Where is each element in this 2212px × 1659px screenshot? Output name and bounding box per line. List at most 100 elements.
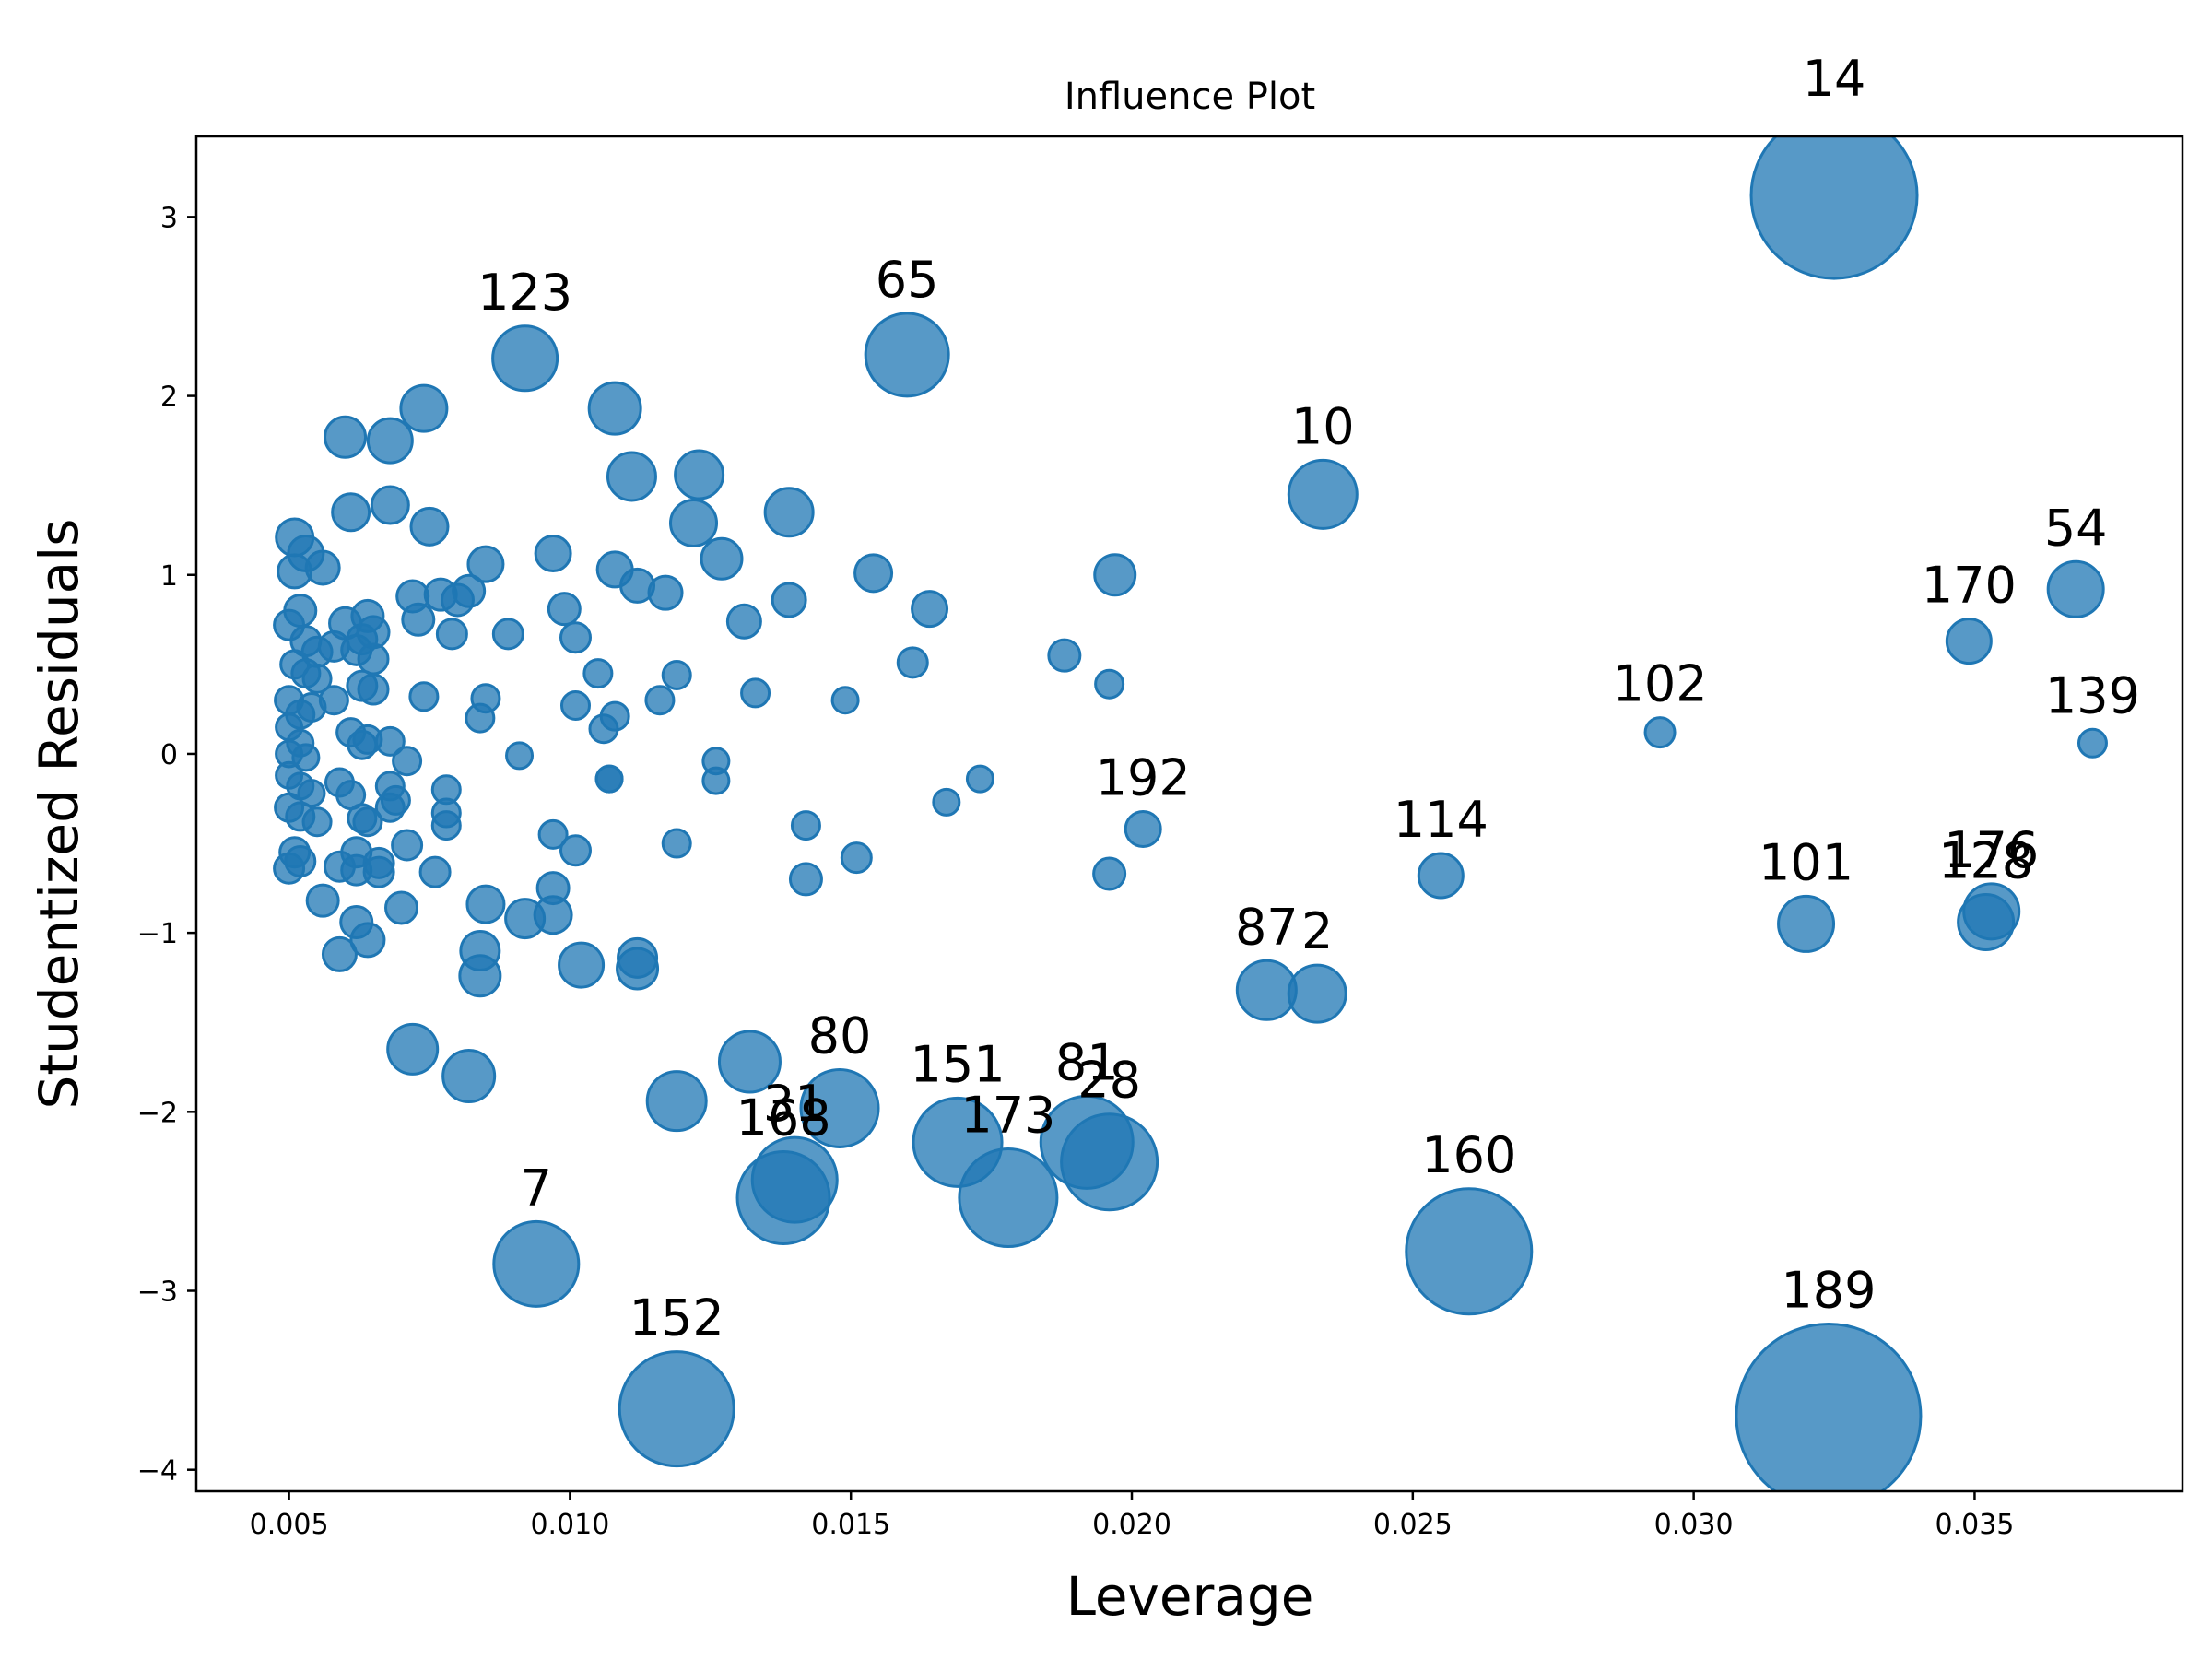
influence-point <box>435 618 468 651</box>
influence-point-87 <box>1235 959 1298 1021</box>
influence-point <box>725 603 762 640</box>
influence-point <box>324 415 368 459</box>
point-label-102: 102 <box>1613 655 1708 713</box>
influence-point <box>645 1070 708 1133</box>
x-axis-label: Leverage <box>1066 1565 1314 1628</box>
point-label-31: 31 <box>763 1075 827 1133</box>
point-label-139: 139 <box>2045 666 2140 724</box>
influence-point-139 <box>2077 727 2108 759</box>
influence-point <box>323 850 356 883</box>
influence-point <box>594 764 624 794</box>
point-label-160: 160 <box>1421 1126 1516 1184</box>
influence-point <box>374 725 406 757</box>
point-label-123: 123 <box>477 264 572 322</box>
influence-point-189 <box>1735 1322 1923 1491</box>
influence-point-192 <box>1124 810 1162 849</box>
x-tick-label: 0.020 <box>1092 1509 1171 1541</box>
influence-point <box>430 810 462 841</box>
point-label-173: 173 <box>960 1087 1055 1145</box>
y-tick-label: 0 <box>160 739 178 771</box>
point-label-152: 152 <box>629 1289 724 1347</box>
influence-point-80 <box>799 1067 880 1148</box>
x-tick-label: 0.005 <box>250 1509 329 1541</box>
influence-point <box>790 810 821 841</box>
influence-point <box>1092 856 1127 891</box>
point-label-128: 128 <box>1938 831 2033 889</box>
influence-point <box>547 592 582 627</box>
point-label-101: 101 <box>1759 833 1853 891</box>
influence-point <box>291 743 321 772</box>
influence-point <box>537 818 569 850</box>
influence-point <box>582 658 614 689</box>
plot-area-frame <box>194 135 2184 1493</box>
influence-point <box>297 779 326 808</box>
point-label-14: 14 <box>1803 50 1866 108</box>
influence-point <box>617 936 659 979</box>
y-tick-label: −1 <box>137 918 178 950</box>
influence-point <box>418 855 452 888</box>
influence-point <box>491 618 524 651</box>
influence-point <box>386 1022 440 1076</box>
x-tick-label: 0.035 <box>1935 1509 2014 1541</box>
x-tick-label: 0.010 <box>530 1509 609 1541</box>
influence-point <box>349 922 386 959</box>
influence-point <box>559 621 592 654</box>
influence-point <box>392 746 423 777</box>
influence-point <box>1047 638 1082 673</box>
influence-point <box>896 646 929 679</box>
influence-point <box>599 700 630 732</box>
influence-point <box>644 685 676 716</box>
influence-point <box>701 766 731 795</box>
influence-point-10 <box>1287 458 1359 530</box>
influence-point <box>558 941 606 989</box>
influence-point <box>465 884 506 924</box>
influence-point <box>408 681 440 712</box>
influence-point-28 <box>1060 1112 1159 1212</box>
influence-point <box>505 741 535 771</box>
influence-point <box>465 702 496 734</box>
influence-point <box>401 602 436 637</box>
influence-point <box>374 792 406 823</box>
influence-point <box>830 686 860 715</box>
influence-point-152 <box>618 1350 735 1468</box>
x-axis-ticks: 0.005 0.010 0.015 0.020 0.025 0.030 0.035 <box>250 1491 2014 1541</box>
influence-point <box>321 935 358 972</box>
point-label-80: 80 <box>808 1006 872 1065</box>
influence-point <box>331 492 371 533</box>
point-label-54: 54 <box>2044 499 2108 557</box>
y-tick-label: 2 <box>160 382 178 414</box>
influence-point <box>965 764 994 794</box>
influence-point <box>366 417 414 465</box>
influence-point-65 <box>864 312 950 398</box>
influence-point <box>318 685 349 716</box>
point-label-114: 114 <box>1394 791 1488 849</box>
influence-point <box>1094 668 1125 700</box>
unlabeled-points-group <box>273 381 1137 1133</box>
influence-point <box>559 834 592 867</box>
influence-point <box>466 545 505 583</box>
influence-point-14 <box>1749 136 1919 280</box>
influence-point <box>301 663 333 694</box>
x-tick-label: 0.025 <box>1373 1509 1453 1541</box>
point-label-168: 168 <box>736 1089 831 1147</box>
influence-point <box>459 930 501 972</box>
point-label-151: 151 <box>910 1035 1005 1093</box>
influence-point <box>362 855 395 888</box>
influence-point <box>352 806 383 838</box>
y-tick-label: −4 <box>137 1455 178 1488</box>
point-label-28: 28 <box>1077 1052 1141 1110</box>
influence-point <box>301 806 333 838</box>
y-axis-label: Studentized Residuals <box>28 519 90 1110</box>
point-label-170: 170 <box>1922 557 2017 615</box>
influence-point-101 <box>1777 894 1836 953</box>
influence-point <box>1093 553 1137 597</box>
point-label-192: 192 <box>1096 749 1191 807</box>
point-label-10: 10 <box>1291 397 1355 455</box>
influence-point <box>606 451 657 502</box>
influence-point <box>370 485 410 525</box>
influence-point-160 <box>1405 1187 1534 1316</box>
influence-point <box>587 381 642 436</box>
influence-point <box>932 787 961 817</box>
influence-point <box>284 844 317 877</box>
influence-point <box>535 871 571 906</box>
